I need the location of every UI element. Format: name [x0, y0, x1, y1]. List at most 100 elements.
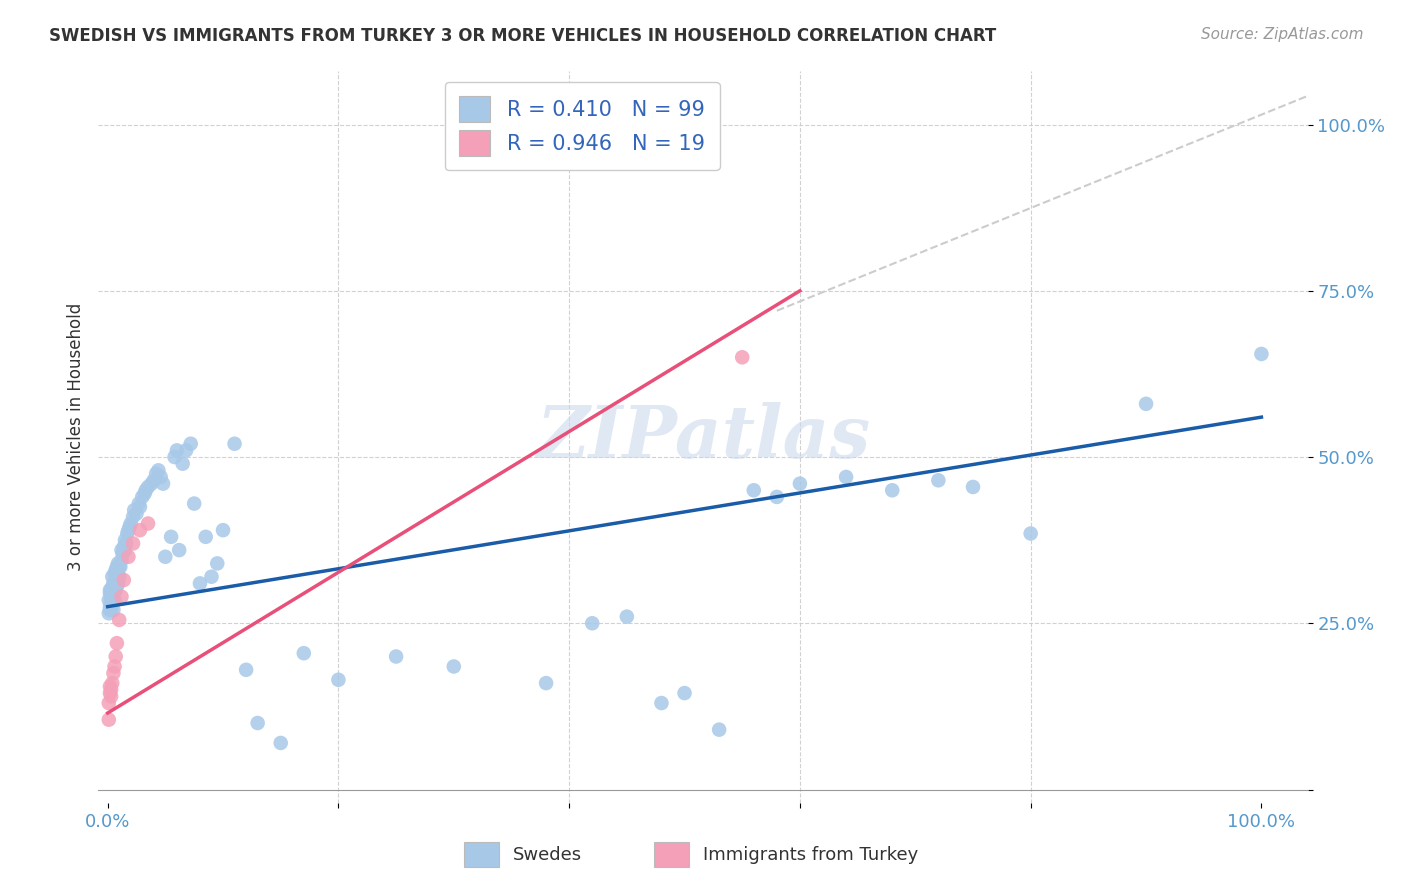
- Point: [129, 500, 152, 514]
- Point: [166, 443, 188, 458]
- Point: [122, 509, 145, 524]
- Point: [103, 593, 125, 607]
- Point: [110, 553, 132, 567]
- Point: [103, 666, 125, 681]
- Point: [385, 649, 408, 664]
- Point: [235, 663, 257, 677]
- Y-axis label: 3 or more Vehicles in Household: 3 or more Vehicles in Household: [66, 303, 84, 571]
- Point: [180, 436, 202, 450]
- Point: [160, 530, 183, 544]
- Point: [835, 470, 858, 484]
- Text: Immigrants from Turkey: Immigrants from Turkey: [703, 846, 918, 863]
- Point: [163, 450, 186, 464]
- Point: [731, 351, 754, 365]
- Point: [789, 476, 811, 491]
- Point: [207, 557, 229, 571]
- Text: Source: ZipAtlas.com: Source: ZipAtlas.com: [1201, 27, 1364, 42]
- Point: [1135, 397, 1157, 411]
- Point: [183, 497, 205, 511]
- Point: [108, 613, 131, 627]
- Point: [101, 586, 124, 600]
- Point: [100, 593, 122, 607]
- Point: [581, 616, 603, 631]
- Point: [200, 570, 222, 584]
- Point: [98, 686, 121, 700]
- Point: [152, 476, 174, 491]
- FancyBboxPatch shape: [464, 842, 499, 867]
- Point: [110, 543, 132, 558]
- Point: [104, 582, 127, 597]
- Point: [117, 526, 139, 541]
- Point: [292, 646, 315, 660]
- Point: [97, 593, 120, 607]
- Point: [155, 549, 177, 564]
- Point: [101, 570, 124, 584]
- Point: [270, 736, 292, 750]
- Point: [104, 563, 127, 577]
- Point: [103, 576, 125, 591]
- Point: [98, 680, 121, 694]
- Point: [103, 566, 125, 581]
- Point: [188, 576, 211, 591]
- Point: [103, 593, 125, 607]
- Point: [112, 540, 135, 554]
- Point: [148, 463, 170, 477]
- Point: [98, 586, 121, 600]
- Point: [616, 609, 638, 624]
- Point: [167, 543, 190, 558]
- Point: [136, 480, 159, 494]
- Text: Swedes: Swedes: [513, 846, 582, 863]
- Point: [1019, 526, 1042, 541]
- Point: [172, 457, 194, 471]
- Point: [194, 530, 217, 544]
- Point: [212, 523, 235, 537]
- Point: [108, 570, 131, 584]
- Point: [125, 507, 148, 521]
- Point: [100, 690, 122, 704]
- Point: [98, 603, 121, 617]
- Point: [105, 636, 128, 650]
- Point: [114, 533, 136, 548]
- Point: [107, 576, 129, 591]
- Point: [122, 536, 145, 550]
- Point: [108, 559, 131, 574]
- Point: [103, 582, 125, 597]
- Point: [120, 516, 142, 531]
- Point: [103, 603, 125, 617]
- Text: SWEDISH VS IMMIGRANTS FROM TURKEY 3 OR MORE VEHICLES IN HOUSEHOLD CORRELATION CH: SWEDISH VS IMMIGRANTS FROM TURKEY 3 OR M…: [49, 27, 997, 45]
- Point: [174, 443, 197, 458]
- Point: [443, 659, 465, 673]
- Point: [101, 580, 124, 594]
- Point: [145, 467, 167, 481]
- Point: [114, 543, 136, 558]
- Point: [128, 497, 150, 511]
- Point: [105, 570, 128, 584]
- Point: [110, 559, 132, 574]
- Point: [101, 676, 124, 690]
- Point: [534, 676, 557, 690]
- Point: [707, 723, 730, 737]
- Point: [100, 603, 122, 617]
- Point: [142, 473, 165, 487]
- Point: [111, 546, 134, 560]
- Point: [962, 480, 984, 494]
- FancyBboxPatch shape: [654, 842, 689, 867]
- Point: [110, 590, 132, 604]
- Point: [766, 490, 789, 504]
- Point: [104, 573, 127, 587]
- Point: [97, 696, 120, 710]
- Point: [328, 673, 350, 687]
- Point: [107, 566, 129, 581]
- Point: [97, 713, 120, 727]
- Point: [742, 483, 765, 498]
- Point: [650, 696, 672, 710]
- Point: [136, 516, 159, 531]
- Point: [224, 436, 246, 450]
- Point: [246, 716, 269, 731]
- Text: ZIPatlas: ZIPatlas: [536, 401, 870, 473]
- Point: [105, 559, 128, 574]
- Point: [115, 536, 138, 550]
- Point: [98, 599, 121, 614]
- Point: [100, 596, 122, 610]
- Point: [149, 470, 172, 484]
